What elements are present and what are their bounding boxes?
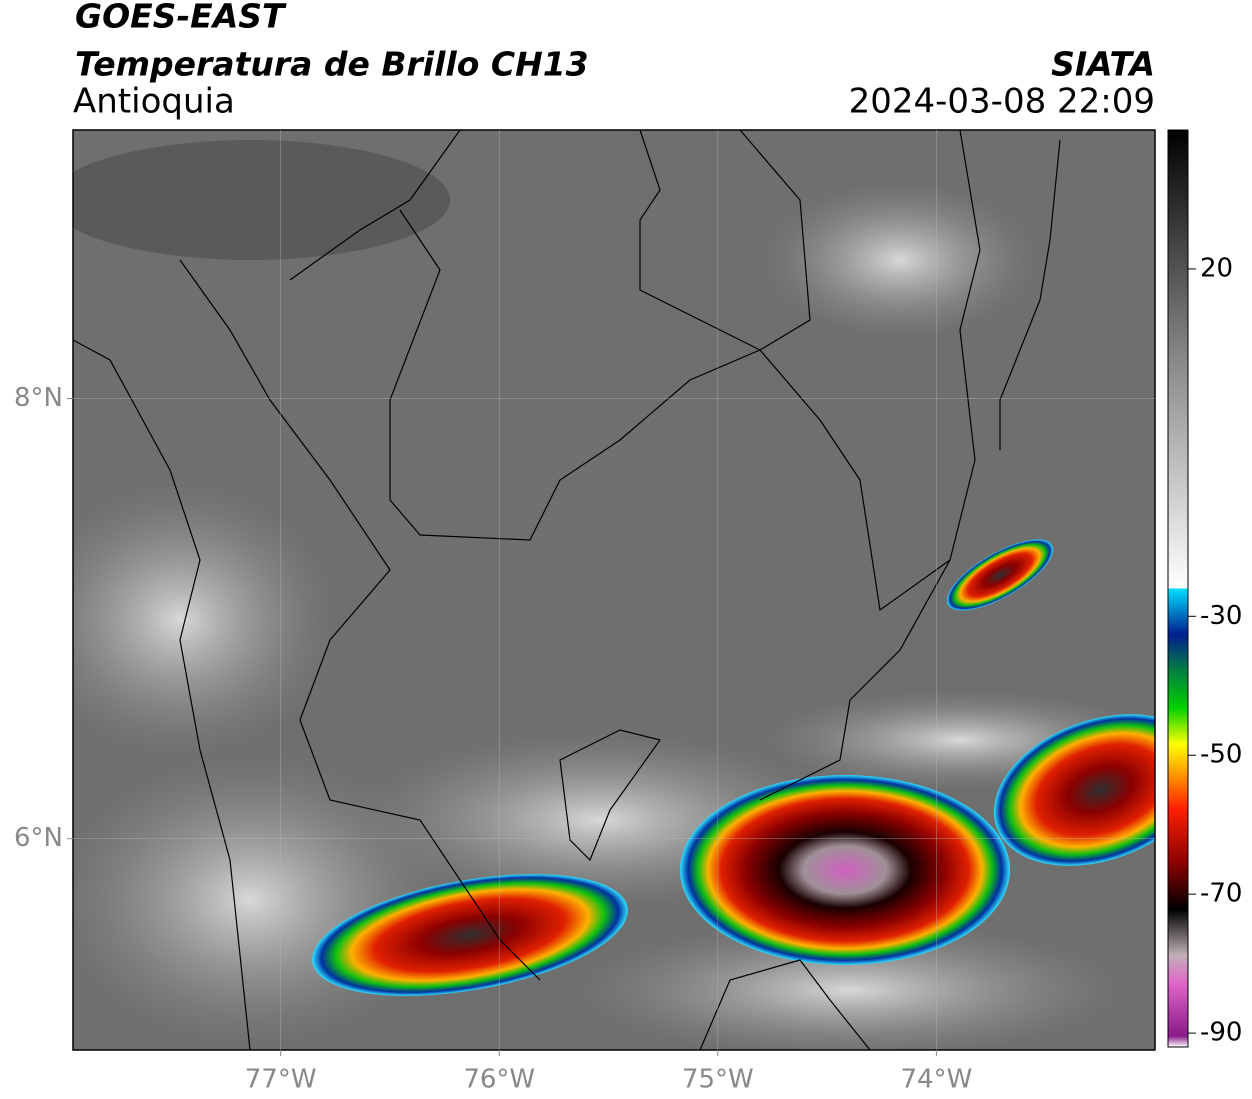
x-tick-label: 77°W: [245, 1065, 317, 1095]
title: GOES-EAST: [75, 0, 287, 36]
colorbar-tick-label: -50: [1200, 740, 1242, 770]
colorbar-tick-label: -90: [1200, 1018, 1242, 1048]
y-tick-label: 6°N: [14, 823, 63, 853]
map-frame: [72, 129, 1156, 1051]
storm: [680, 775, 1010, 965]
border: [759, 559, 951, 801]
cloud: [570, 920, 1130, 1050]
border: [559, 729, 662, 862]
colorbar-tick-label: -30: [1200, 601, 1242, 631]
x-tick-label: 74°W: [901, 1065, 973, 1095]
colorbar-tick-label: 20: [1200, 253, 1233, 283]
border: [639, 130, 811, 351]
storm: [993, 714, 1155, 866]
cloud: [760, 180, 1040, 340]
coastline: [73, 339, 251, 1050]
timestamp: 2024-03-08 22:09: [849, 82, 1155, 122]
storm: [946, 539, 1054, 611]
borders: [73, 130, 1061, 1050]
border: [699, 959, 871, 1050]
shade: [73, 140, 450, 260]
colorbar-tick-label: -70: [1200, 879, 1242, 909]
cloud: [73, 480, 340, 760]
source: SIATA: [1051, 45, 1155, 84]
border: [389, 130, 981, 612]
coastline: [289, 130, 461, 281]
subtitle: Temperatura de Brillo CH13: [75, 45, 589, 84]
border: [179, 259, 541, 981]
region: Antioquia: [73, 82, 235, 122]
satellite-image: [73, 130, 1155, 1050]
x-tick-label: 75°W: [682, 1065, 754, 1095]
x-tick-label: 76°W: [463, 1065, 535, 1095]
y-tick-label: 8°N: [14, 383, 63, 413]
border: [999, 139, 1061, 450]
storm: [312, 874, 628, 996]
colorbar: [1167, 129, 1189, 1048]
